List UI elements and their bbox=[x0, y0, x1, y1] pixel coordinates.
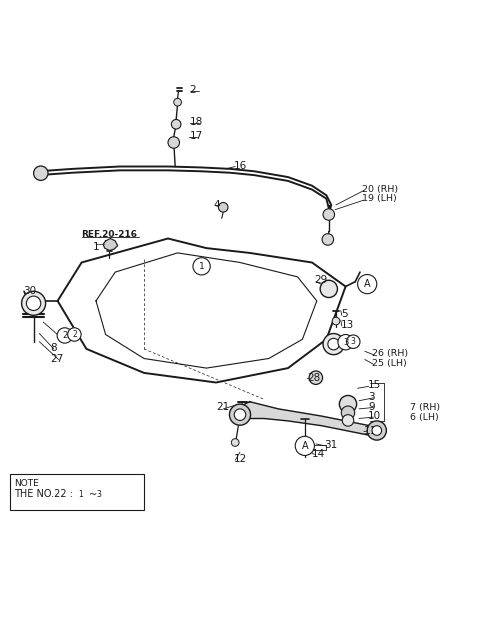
Polygon shape bbox=[230, 402, 384, 435]
Circle shape bbox=[341, 406, 355, 419]
Text: 24: 24 bbox=[58, 330, 71, 340]
Text: 10: 10 bbox=[368, 411, 381, 421]
Text: 8: 8 bbox=[50, 343, 57, 353]
Text: 20 (RH): 20 (RH) bbox=[362, 184, 398, 194]
Text: 17: 17 bbox=[190, 131, 203, 141]
Text: 4: 4 bbox=[214, 200, 220, 210]
Circle shape bbox=[339, 396, 357, 413]
Circle shape bbox=[300, 443, 310, 452]
Text: 15: 15 bbox=[368, 381, 382, 391]
Circle shape bbox=[309, 371, 323, 384]
Text: 2: 2 bbox=[190, 84, 196, 94]
Text: 23: 23 bbox=[339, 337, 352, 347]
Text: 7 (RH): 7 (RH) bbox=[410, 403, 441, 412]
Text: 5: 5 bbox=[341, 309, 348, 319]
Bar bbox=[10, 474, 144, 510]
Text: 14: 14 bbox=[312, 448, 325, 458]
Circle shape bbox=[229, 404, 251, 425]
Circle shape bbox=[34, 166, 48, 181]
Circle shape bbox=[332, 317, 340, 325]
Circle shape bbox=[320, 280, 337, 297]
Circle shape bbox=[372, 426, 382, 435]
Circle shape bbox=[358, 274, 377, 294]
Text: REF.20-216: REF.20-216 bbox=[82, 230, 138, 239]
Circle shape bbox=[342, 415, 354, 426]
Circle shape bbox=[347, 335, 360, 348]
Text: 29: 29 bbox=[314, 275, 328, 285]
Text: 2: 2 bbox=[72, 330, 77, 339]
Circle shape bbox=[323, 209, 335, 220]
Text: 1: 1 bbox=[93, 242, 99, 252]
Circle shape bbox=[57, 328, 72, 343]
Circle shape bbox=[68, 328, 81, 341]
Text: A: A bbox=[301, 441, 308, 451]
Circle shape bbox=[328, 338, 339, 350]
Circle shape bbox=[367, 421, 386, 440]
Text: 3: 3 bbox=[351, 337, 356, 346]
Text: 1: 1 bbox=[199, 262, 204, 271]
Text: 3: 3 bbox=[368, 392, 375, 402]
Text: 18: 18 bbox=[190, 117, 203, 127]
Text: 11: 11 bbox=[363, 425, 377, 435]
Text: 26 (RH): 26 (RH) bbox=[372, 349, 408, 358]
Circle shape bbox=[322, 233, 334, 245]
Circle shape bbox=[174, 98, 181, 106]
Text: 28: 28 bbox=[307, 373, 321, 383]
Circle shape bbox=[323, 333, 344, 355]
Text: 27: 27 bbox=[50, 355, 63, 365]
Circle shape bbox=[26, 296, 41, 310]
Circle shape bbox=[295, 437, 314, 455]
Text: 9: 9 bbox=[368, 402, 375, 412]
Text: 16: 16 bbox=[234, 161, 247, 171]
Text: 12: 12 bbox=[234, 455, 248, 465]
Circle shape bbox=[193, 258, 210, 275]
Circle shape bbox=[338, 335, 353, 350]
Text: 3: 3 bbox=[96, 491, 101, 499]
Text: 2: 2 bbox=[62, 331, 67, 340]
Circle shape bbox=[92, 488, 106, 502]
Text: 13: 13 bbox=[341, 320, 354, 330]
Text: THE NO.22 :: THE NO.22 : bbox=[14, 489, 76, 499]
Circle shape bbox=[171, 119, 181, 129]
Text: ~: ~ bbox=[89, 490, 97, 500]
Circle shape bbox=[74, 488, 87, 502]
Text: 25 (LH): 25 (LH) bbox=[372, 359, 407, 368]
Text: 21: 21 bbox=[216, 402, 229, 412]
Text: 1: 1 bbox=[78, 491, 83, 499]
Text: 19 (LH): 19 (LH) bbox=[362, 194, 397, 203]
Text: 30: 30 bbox=[23, 286, 36, 296]
Text: 6 (LH): 6 (LH) bbox=[410, 412, 439, 422]
Text: 31: 31 bbox=[324, 440, 337, 450]
Circle shape bbox=[22, 291, 46, 315]
Circle shape bbox=[231, 438, 239, 446]
Polygon shape bbox=[103, 238, 118, 250]
Text: A: A bbox=[364, 279, 371, 289]
Circle shape bbox=[218, 202, 228, 212]
Text: NOTE: NOTE bbox=[14, 479, 39, 487]
Text: 3: 3 bbox=[343, 338, 348, 347]
Circle shape bbox=[234, 409, 246, 420]
Circle shape bbox=[168, 137, 180, 148]
